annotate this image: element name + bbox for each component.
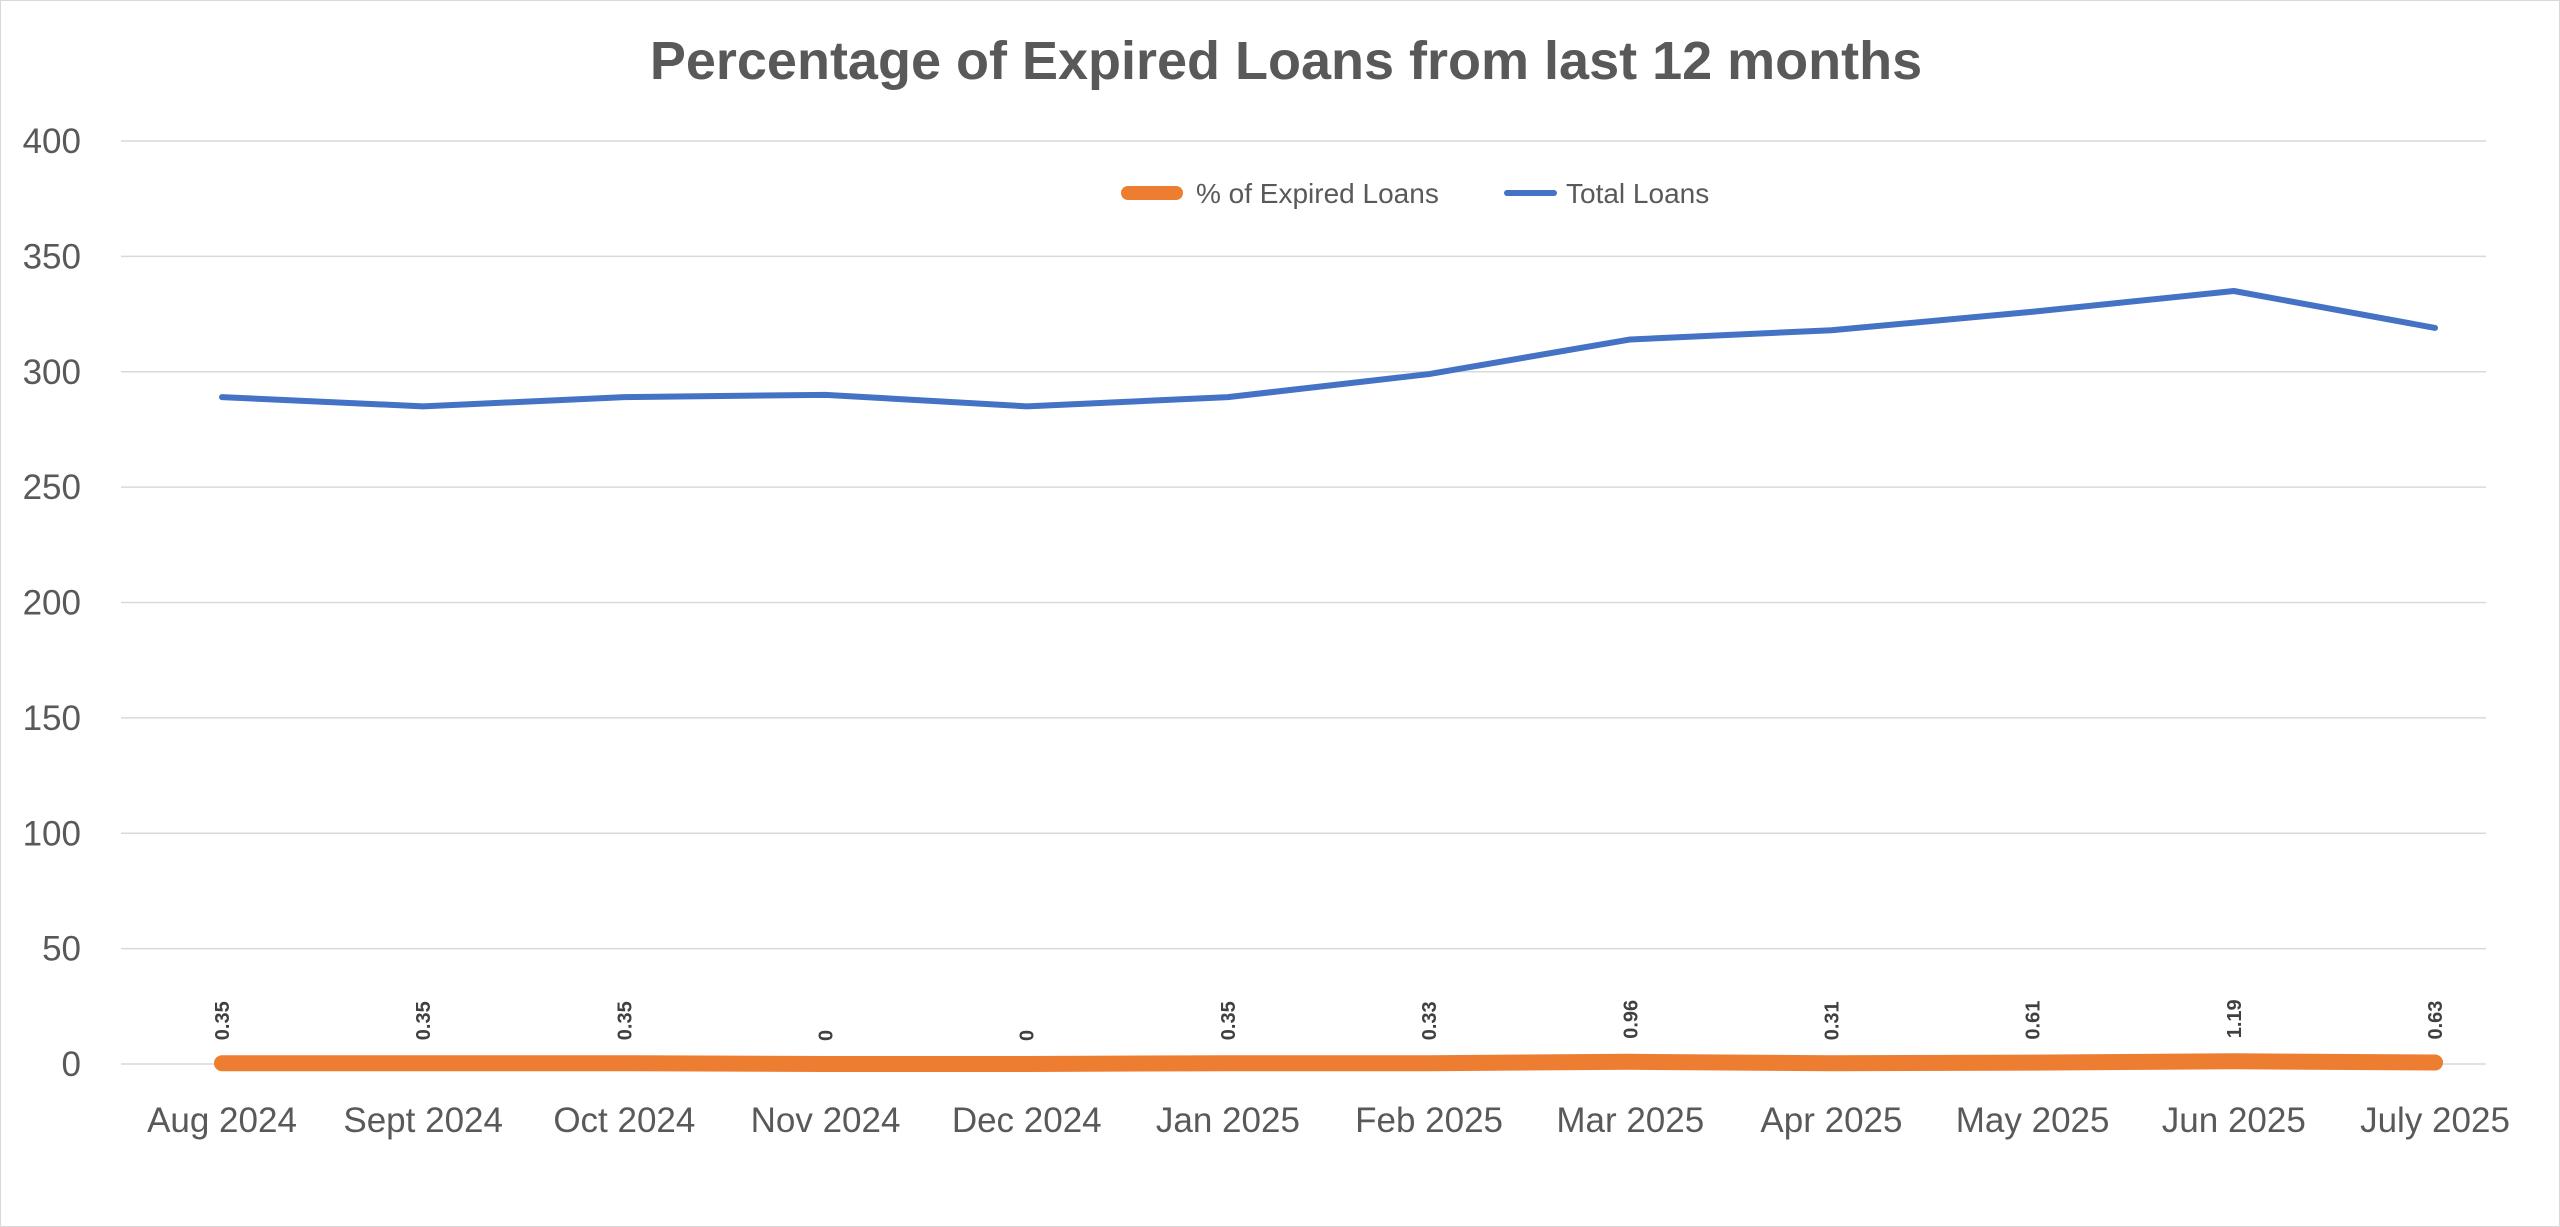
series-lines [214,287,2443,1072]
data-label: 0.35 [212,1001,234,1040]
x-axis-ticks: Aug 2024 Sept 2024 Oct 2024 Nov 2024 Dec 202… [147,1101,2510,1140]
data-labels: 0.35 0.35 0.35 0 0 0.35 0.33 0.96 0.31 0.61 1.19 0.… [212,999,2447,1041]
data-label: 0.35 [614,1001,636,1040]
x-tick-label: Dec 2024 [952,1101,1102,1140]
series-line-expired-percent [214,1053,2443,1072]
data-label: 0.63 [2425,1001,2447,1040]
data-label: 0.35 [413,1001,435,1040]
y-tick-label: 300 [23,353,81,392]
data-label: 0 [816,1030,838,1041]
x-tick-label: Oct 2024 [553,1101,695,1140]
y-tick-label: 100 [23,814,81,853]
x-tick-label: Feb 2025 [1355,1101,1503,1140]
x-tick-label: Jan 2025 [1156,1101,1300,1140]
legend-label: Total Loans [1566,178,1709,209]
y-axis-ticks: 0 50 100 150 200 250 300 350 400 [23,122,81,1084]
y-tick-label: 400 [23,122,81,161]
x-tick-label: Aug 2024 [147,1101,297,1140]
x-tick-label: Jun 2025 [2162,1101,2306,1140]
series-line-total-loans [219,287,2438,410]
x-tick-label: July 2025 [2360,1101,2510,1140]
data-label: 0.33 [1419,1001,1441,1040]
x-tick-label: Nov 2024 [751,1101,901,1140]
x-tick-label: Mar 2025 [1556,1101,1704,1140]
x-tick-label: Apr 2025 [1760,1101,1902,1140]
data-label: 0 [1017,1030,1039,1041]
y-tick-label: 0 [62,1045,81,1084]
y-tick-label: 250 [23,468,81,507]
data-label: 0.96 [1620,1000,1642,1039]
y-tick-label: 50 [42,930,81,969]
y-tick-label: 200 [23,584,81,623]
data-label: 0.31 [1821,1001,1843,1040]
y-tick-label: 150 [23,699,81,738]
legend: % of Expired Loans Total Loans [1121,178,1709,209]
x-tick-label: May 2025 [1956,1101,2110,1140]
x-tick-label: Sept 2024 [343,1101,503,1140]
legend-label: % of Expired Loans [1196,178,1439,209]
chart-title: Percentage of Expired Loans from last 12… [650,31,1922,91]
data-label: 0.35 [1218,1001,1240,1040]
data-label: 0.61 [2023,1001,2045,1040]
data-label: 1.19 [2224,999,2246,1038]
gridlines [121,140,2486,1065]
y-tick-label: 350 [23,237,81,276]
